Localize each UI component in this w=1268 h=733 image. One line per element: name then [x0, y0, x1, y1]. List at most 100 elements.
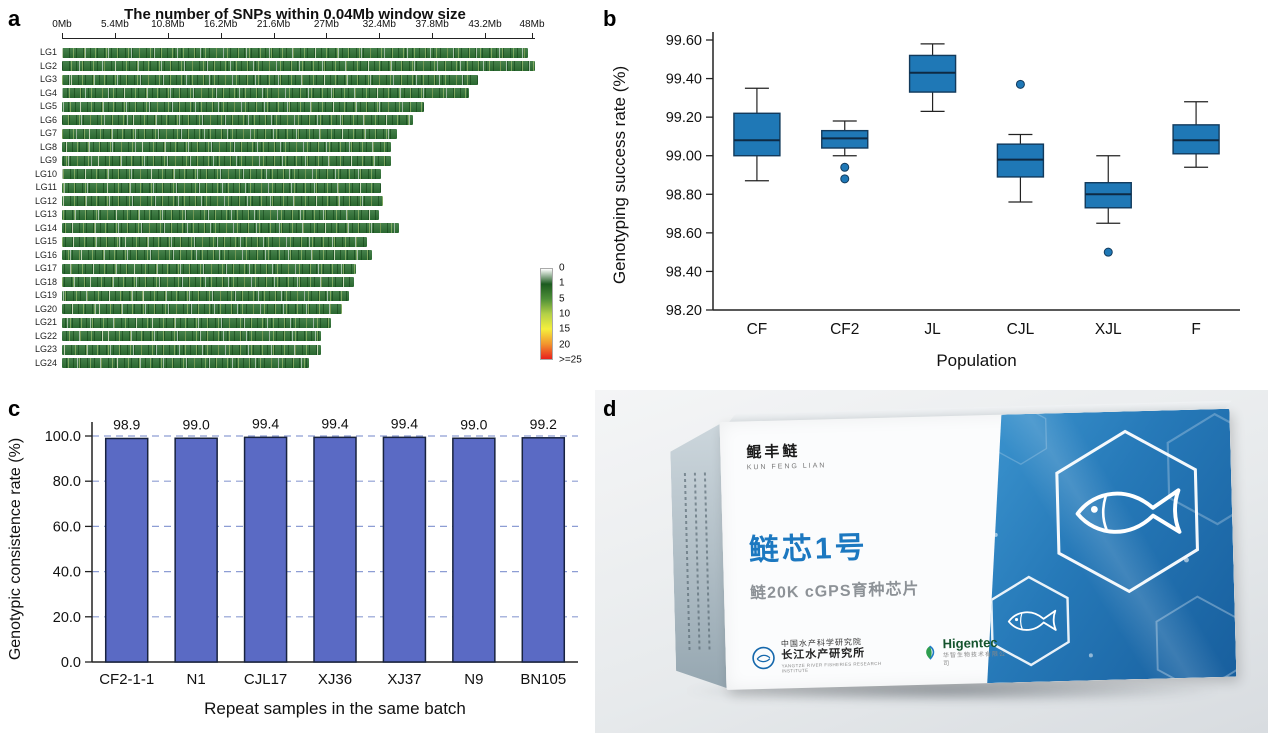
- panel-c: c 0.0 20.0 40.0 60.0 80.0 100.0 CF2-1-1 N1 CJL17…: [0, 390, 595, 733]
- svg-text:XJL: XJL: [1095, 321, 1122, 338]
- institute-logo-icon: [752, 646, 775, 669]
- x-tick-label: 16.2Mb: [203, 19, 238, 30]
- panel-a: a The number of SNPs within 0.04Mb windo…: [0, 0, 595, 390]
- svg-text:98.60: 98.60: [666, 226, 702, 242]
- snp-density-plot: 0Mb 5.4Mb 10.8Mb 16.2Mb 21.6Mb 27Mb 32.4Mb 37.8…: [35, 16, 545, 376]
- x-tick-mark: [114, 33, 116, 38]
- lg-row: LG19: [35, 289, 532, 303]
- panel-label-b: b: [603, 6, 617, 31]
- svg-text:20.0: 20.0: [53, 610, 81, 626]
- lg-row: LG11: [36, 181, 532, 195]
- x-tick-mark: [532, 33, 533, 38]
- svg-text:N9: N9: [464, 671, 483, 688]
- snp-density-bar: [62, 250, 373, 261]
- lg-label: LG2: [39, 60, 57, 71]
- x-tick-label: 5.4Mb: [100, 19, 129, 30]
- genotyping-success-boxplot: 98.20 98.40 98.60 98.80 99.00 99.20 99.40 99.60…: [610, 32, 1240, 370]
- svg-text:98.20: 98.20: [666, 303, 702, 319]
- svg-text:99.40: 99.40: [666, 72, 702, 88]
- lg-row: LG18: [35, 276, 532, 290]
- legend-label: 0: [559, 262, 565, 274]
- panel-label-c: c: [8, 396, 21, 421]
- svg-text:100.0: 100.0: [45, 429, 81, 445]
- lg-label: LG19: [34, 290, 57, 300]
- y-axis-label: Genotyping success rate (%): [610, 66, 629, 284]
- bar-axes: 0.0 20.0 40.0 60.0 80.0 100.0 CF2-1-1 N1 CJL17 XJ…: [45, 422, 578, 688]
- decor-dot: [1089, 653, 1093, 657]
- lg-label: LG8: [39, 141, 57, 152]
- bar-N9: [452, 437, 496, 663]
- snp-density-bar: [62, 223, 399, 234]
- product-photo: 鲲丰鲢 KUN FENG LIAN 鲢芯1号 鲢20K cGPS育种芯片: [595, 390, 1268, 733]
- lg-label: LG13: [34, 209, 57, 219]
- hexagon-outline-decor: [1167, 413, 1237, 525]
- lg-row: LG9: [40, 154, 532, 168]
- snp-density-bar: [62, 169, 382, 180]
- product-box: 鲲丰鲢 KUN FENG LIAN 鲢芯1号 鲢20K cGPS育种芯片: [670, 400, 1237, 692]
- bars: 98.9 99.0 99.4 99.4 99.4 99.0 99.2: [104, 415, 566, 663]
- logo-row: 中国水产科学研究院 长江水产研究所 YANGTZE RIVER FISHERIE…: [751, 634, 1006, 676]
- snp-density-bar: [62, 317, 332, 328]
- x-tick-mark: [432, 33, 434, 38]
- lg-row: LG23: [35, 343, 532, 357]
- y-axis-label: Genotypic consistence rate (%): [7, 438, 24, 660]
- product-box-front-face: 鲲丰鲢 KUN FENG LIAN 鲢芯1号 鲢20K cGPS育种芯片: [719, 408, 1237, 690]
- box-XJL: [1084, 155, 1132, 257]
- lg-label: LG20: [34, 303, 57, 314]
- snp-density-bar: [62, 236, 367, 247]
- x-tick-mark: [220, 33, 222, 38]
- bar-value-label: 99.0: [460, 416, 487, 432]
- lg-label: LG4: [39, 87, 57, 98]
- x-axis-label: Population: [936, 351, 1016, 370]
- lg-label: LG18: [34, 276, 57, 287]
- lg-row: LG1: [40, 46, 532, 60]
- lg-row: LG15: [35, 235, 532, 249]
- lg-row: LG5: [40, 100, 532, 114]
- lg-row: LG21: [35, 316, 532, 330]
- snp-density-bar: [62, 128, 397, 139]
- svg-text:98.40: 98.40: [666, 264, 702, 280]
- x-tick-mark: [273, 33, 275, 38]
- lg-row: LG2: [40, 60, 535, 74]
- snp-density-bar: [62, 115, 413, 126]
- bar-BN105: [521, 437, 566, 663]
- decor-dot: [1184, 557, 1189, 562]
- institute-text: 中国水产科学研究院 长江水产研究所 YANGTZE RIVER FISHERIE…: [781, 636, 898, 674]
- bar-value-label: 99.4: [321, 415, 348, 431]
- institute-logo: 中国水产科学研究院 长江水产研究所 YANGTZE RIVER FISHERIE…: [751, 636, 898, 675]
- lg-label: LG21: [34, 317, 57, 327]
- x-tick-label: 27Mb: [313, 19, 339, 30]
- x-tick-label: 43.2Mb: [468, 19, 502, 30]
- partner-logo: Higentec 华智生物技术有限公司: [921, 635, 1006, 670]
- legend-label: 10: [559, 308, 571, 320]
- lg-row: LG14: [35, 222, 532, 236]
- snp-density-bar: [62, 277, 354, 288]
- snp-density-bar: [62, 155, 391, 166]
- genotypic-consistency-bar-chart: 0.0 20.0 40.0 60.0 80.0 100.0 CF2-1-1 N1 CJL17 XJ…: [7, 415, 578, 718]
- panel-d: 鲲丰鲢 KUN FENG LIAN 鲢芯1号 鲢20K cGPS育种芯片: [595, 390, 1268, 733]
- product-subtitle: 鲢20K cGPS育种芯片: [749, 580, 920, 603]
- bar-XJ36: [313, 436, 357, 663]
- lg-label: LG1: [39, 47, 57, 57]
- svg-text:CJL: CJL: [1007, 321, 1035, 338]
- lg-label: LG16: [34, 249, 57, 260]
- brand-block: 鲲丰鲢 KUN FENG LIAN: [746, 435, 1001, 471]
- side-print-line: [684, 472, 691, 652]
- box-F: [1172, 101, 1220, 168]
- bar-CF2-1-1: [104, 437, 149, 663]
- lg-row: LG12: [35, 195, 532, 209]
- legend-label: 15: [559, 323, 571, 335]
- snp-density-rows: LG1 LG2 LG3 LG4 LG5 LG6 LG7 LG8 LG9 LG10 LG11 LG12 L…: [35, 46, 535, 370]
- svg-text:98.80: 98.80: [666, 187, 702, 203]
- snp-density-legend-gradient: [540, 268, 553, 360]
- svg-text:N1: N1: [187, 671, 206, 688]
- x-tick-mark: [379, 33, 381, 38]
- box-art-area: [964, 409, 1236, 684]
- side-print-line: [704, 472, 711, 652]
- x-tick-label: 10.8Mb: [151, 19, 185, 30]
- x-tick-label: 37.8Mb: [415, 19, 449, 30]
- lg-label: LG24: [34, 357, 57, 368]
- svg-text:80.0: 80.0: [53, 474, 81, 490]
- hexagon-outline-decor: [1156, 596, 1237, 684]
- product-title-block: 鲢芯1号 鲢20K cGPS育种芯片: [748, 519, 1004, 604]
